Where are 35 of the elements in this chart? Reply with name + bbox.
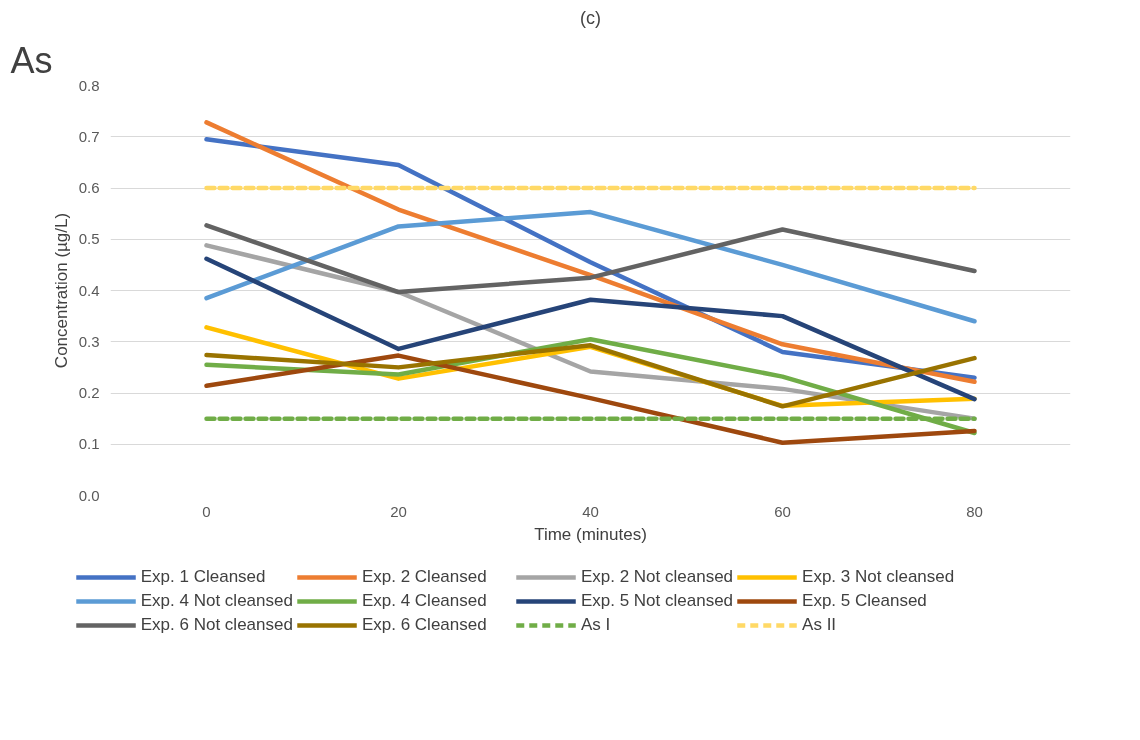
y-tick-label: 0.4 xyxy=(78,281,100,299)
legend-label: Exp. 4 Not cleansed xyxy=(140,591,293,611)
y-axis-title: Concentration (µg/L) xyxy=(51,212,71,369)
x-tick-label: 60 xyxy=(774,502,791,520)
line-series xyxy=(204,343,977,409)
y-tick-label: 0.7 xyxy=(78,127,100,145)
legend-label: Exp. 6 Not cleansed xyxy=(140,615,293,635)
chart-title: (c) xyxy=(580,7,602,28)
legend-label: Exp. 6 Cleansed xyxy=(361,615,488,635)
legend-label: Exp. 3 Not cleansed xyxy=(802,567,955,587)
legend-label: Exp. 5 Cleansed xyxy=(802,591,928,611)
line-series xyxy=(204,223,977,295)
y-tick-label: 0.3 xyxy=(78,332,100,350)
legend-label: As II xyxy=(802,615,838,635)
y-tick-label: 0.0 xyxy=(78,486,100,504)
legend-label: As I xyxy=(580,615,612,635)
legend-label: Exp. 5 Not cleansed xyxy=(580,591,734,611)
line-series xyxy=(204,256,977,402)
line-series xyxy=(204,209,977,324)
x-axis-title: Time (minutes) xyxy=(534,524,647,544)
legend-label: Exp. 1 Cleansed xyxy=(140,567,267,587)
x-tick-label: 80 xyxy=(966,502,983,520)
x-tick-label: 20 xyxy=(390,502,407,520)
y-tick-label: 0.8 xyxy=(78,76,100,94)
line-series xyxy=(204,353,977,445)
y-tick-label: 0.6 xyxy=(78,179,100,196)
legend-label: Exp. 2 Cleansed xyxy=(361,567,488,587)
x-tick-label: 0 xyxy=(202,502,211,520)
text: As xyxy=(10,39,53,81)
x-tick-label: 40 xyxy=(582,502,599,520)
legend-label: Exp. 4 Cleansed xyxy=(361,591,488,611)
legend-label: Exp. 2 Not cleansed xyxy=(580,567,734,587)
y-tick-label: 0.5 xyxy=(78,230,100,248)
y-tick-label: 0.2 xyxy=(78,384,100,401)
y-tick-label: 0.1 xyxy=(78,435,100,453)
